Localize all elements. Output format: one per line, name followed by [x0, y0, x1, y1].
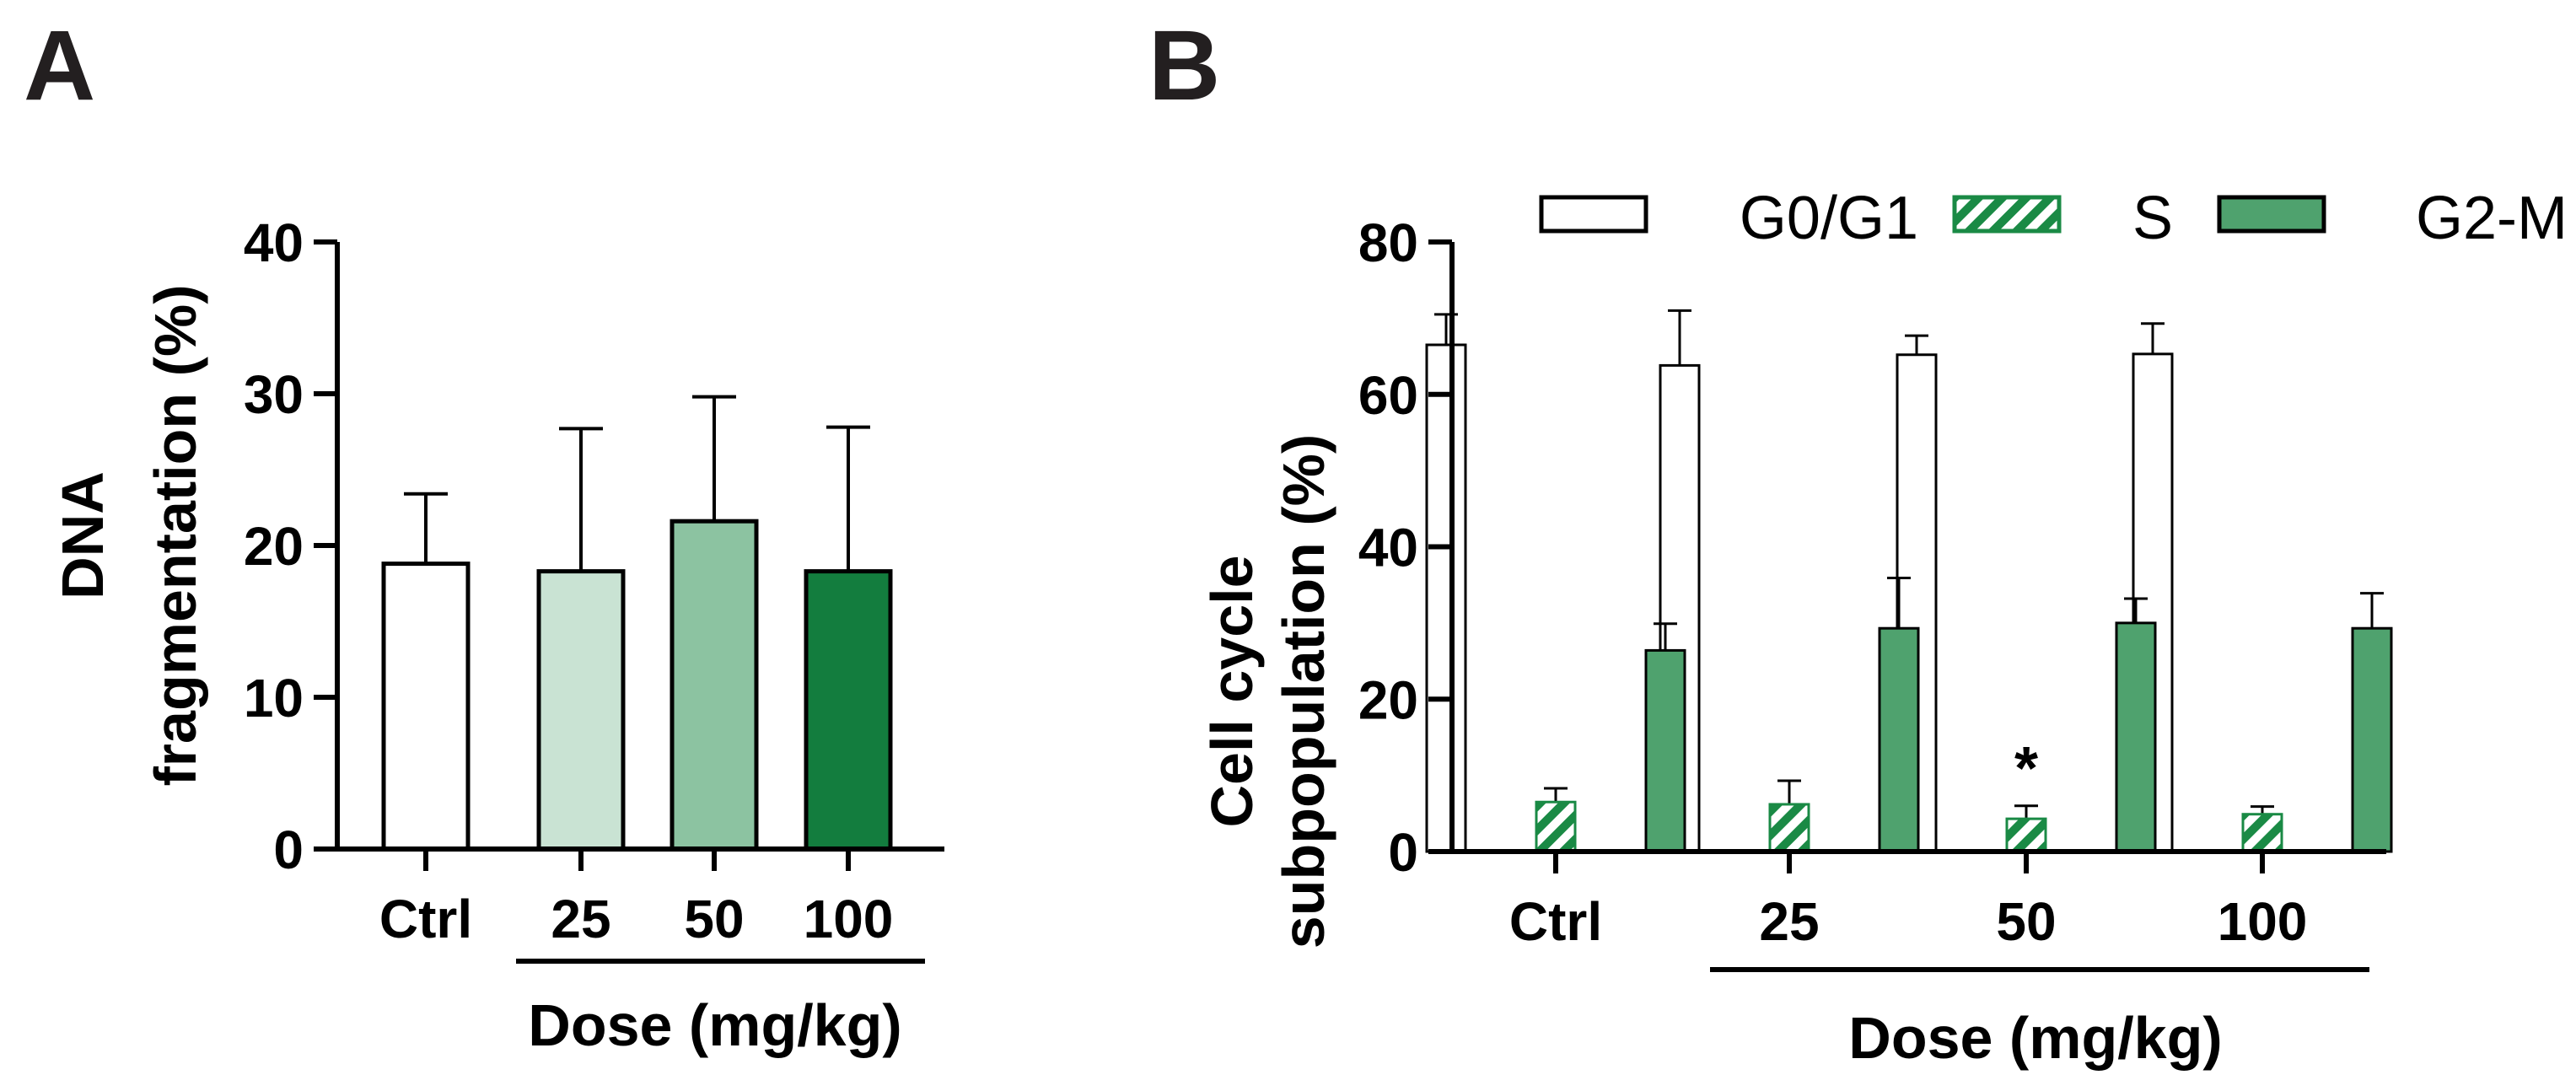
chart-b-bar-S-1 [1768, 803, 1810, 853]
chart-b-ytick-label-4: 80 [1358, 212, 1418, 273]
chart-b-bar-S-3 [2241, 813, 2283, 853]
chart-b-bar-S-0 [1535, 800, 1577, 853]
chart-b-ytick-label-0: 0 [1388, 822, 1418, 883]
chart-a-xlabel: Dose (mg/kg) [528, 992, 901, 1058]
chart-a-xtick-label-3: 100 [804, 889, 894, 949]
chart-a-bar-2 [670, 519, 759, 852]
panel-label-a: A [24, 10, 95, 121]
chart-b-ylabel-line-1: Cell cycle [1199, 556, 1265, 828]
chart-b-legend: G0/G1 S G2-M [1539, 185, 2568, 252]
chart-a-ytick-label-0: 0 [273, 820, 304, 880]
chart-a-ytick-label-4: 40 [244, 212, 304, 273]
chart-b-bar-S-2 [2005, 817, 2047, 853]
chart-b-xtick-label-3: 100 [2218, 891, 2308, 952]
chart-b-bar-G2-M-0 [1644, 648, 1686, 853]
chart-a-xtick-label-0: Ctrl [379, 889, 472, 949]
chart-b-legend-label-S: S [2132, 185, 2173, 252]
panel-label-b: B [1148, 10, 1220, 121]
chart-b-bar-G2-M-3 [2351, 626, 2393, 853]
chart-b-annotation-star: * [2014, 735, 2038, 803]
chart-a-ytick-label-1: 10 [244, 668, 304, 728]
chart-b-legend-swatch-G2-M [2217, 195, 2326, 234]
chart-b-ylabel-line-2: subpopulation (%) [1271, 434, 1336, 949]
chart-b-legend-label-G2-M: G2-M [2416, 185, 2568, 252]
chart-b-ytick-label-2: 40 [1358, 518, 1418, 578]
chart-b-xtick-label-2: 50 [1996, 891, 2056, 952]
chart-a-bar-1 [536, 569, 626, 852]
chart-a-ylabel-line-2: fragmentation (%) [143, 285, 208, 787]
chart-b-bar-G2-M-1 [1878, 626, 1920, 853]
chart-a-bar-3 [804, 569, 893, 852]
chart-b-bar-G0/G1-0 [1425, 343, 1467, 853]
chart-a-bar-0 [381, 562, 471, 852]
chart-a-ytick-label-3: 30 [244, 364, 304, 425]
chart-a-ylabel-line-1: DNA [50, 471, 116, 599]
chart-a-xtick-label-2: 50 [684, 889, 744, 949]
chart-a-xtick-label-1: 25 [551, 889, 610, 949]
chart-b-xtick-label-0: Ctrl [1509, 891, 1602, 952]
chart-b-ytick-label-3: 60 [1358, 365, 1418, 426]
chart-a: DNA fragmentation (%) Dose (mg/kg) 0 10 20… [50, 212, 944, 1058]
chart-b-bar-G2-M-2 [2115, 621, 2157, 853]
chart-a-ytick-label-2: 20 [244, 516, 304, 577]
chart-b-legend-swatch-G0/G1 [1539, 195, 1648, 234]
chart-b: Cell cycle subpopulation (%) Dose (mg/kg… [1199, 185, 2568, 1071]
chart-b-xlabel: Dose (mg/kg) [1848, 1005, 2222, 1071]
chart-b-xtick-label-1: 25 [1759, 891, 1819, 952]
chart-b-ytick-label-1: 20 [1358, 669, 1418, 730]
chart-b-legend-swatch-S [1952, 195, 2062, 234]
chart-b-legend-label-G0/G1: G0/G1 [1740, 185, 1918, 252]
